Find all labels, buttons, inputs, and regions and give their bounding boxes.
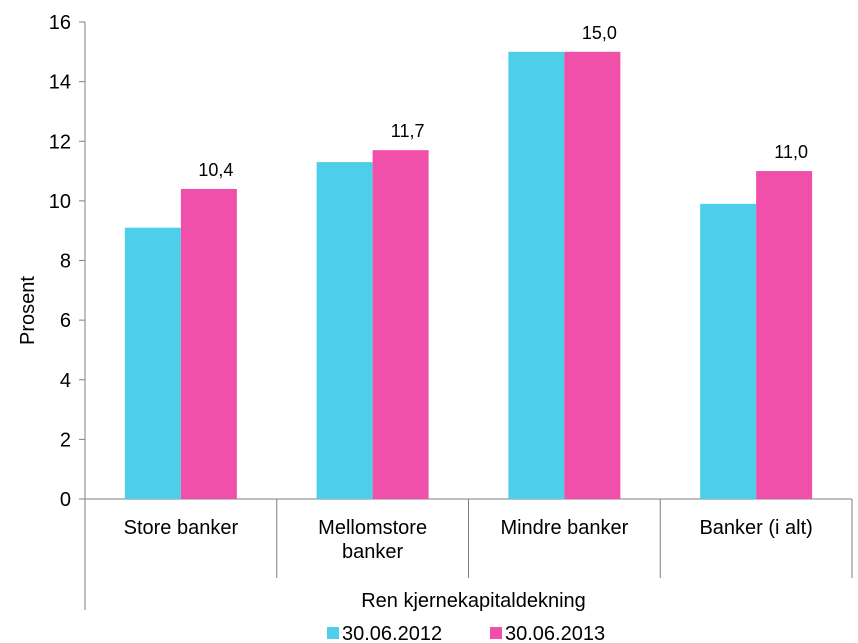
y-tick-label: 2	[60, 429, 71, 451]
y-tick-label: 14	[49, 72, 71, 94]
legend-swatch	[490, 627, 502, 639]
x-tick-label: Banker (i alt)	[699, 517, 812, 539]
legend-label: 30.06.2013	[505, 623, 605, 643]
bar	[372, 150, 429, 499]
data-label: 11,7	[391, 121, 425, 141]
bar	[564, 51, 621, 499]
x-tick-label: Mindre banker	[500, 517, 628, 539]
x-tick-label: Store banker	[124, 517, 239, 539]
bars	[124, 51, 813, 500]
y-tick-label: 0	[60, 489, 71, 511]
y-tick-label: 16	[49, 12, 71, 34]
x-tick-label: Mellomstore banker	[318, 517, 427, 563]
axes: 0 2 4 6 8 10 12 14 16 Store banker Mellomstore bank…	[49, 12, 853, 610]
bar	[508, 51, 565, 499]
data-labels: 10,4 11,7 15,0 11,0	[198, 23, 808, 180]
bar	[316, 162, 373, 499]
y-tick-label: 10	[49, 191, 71, 213]
bar	[700, 203, 757, 499]
legend: 30.06.2012 30.06.2013	[327, 623, 605, 643]
y-tick-label: 4	[60, 370, 71, 392]
data-label: 15,0	[582, 23, 617, 43]
bar	[180, 188, 237, 499]
y-tick-label: 8	[60, 251, 71, 273]
y-axis-title: Prosent	[17, 276, 39, 345]
x-axis-title: Ren kjernekapitaldekning	[361, 590, 586, 612]
bar	[124, 227, 181, 500]
legend-swatch	[327, 627, 339, 639]
data-label: 11,0	[774, 142, 808, 162]
legend-label: 30.06.2012	[342, 623, 442, 643]
bar	[756, 171, 813, 499]
data-label: 10,4	[198, 160, 233, 180]
y-tick-label: 12	[49, 131, 71, 153]
y-tick-label: 6	[60, 310, 71, 332]
